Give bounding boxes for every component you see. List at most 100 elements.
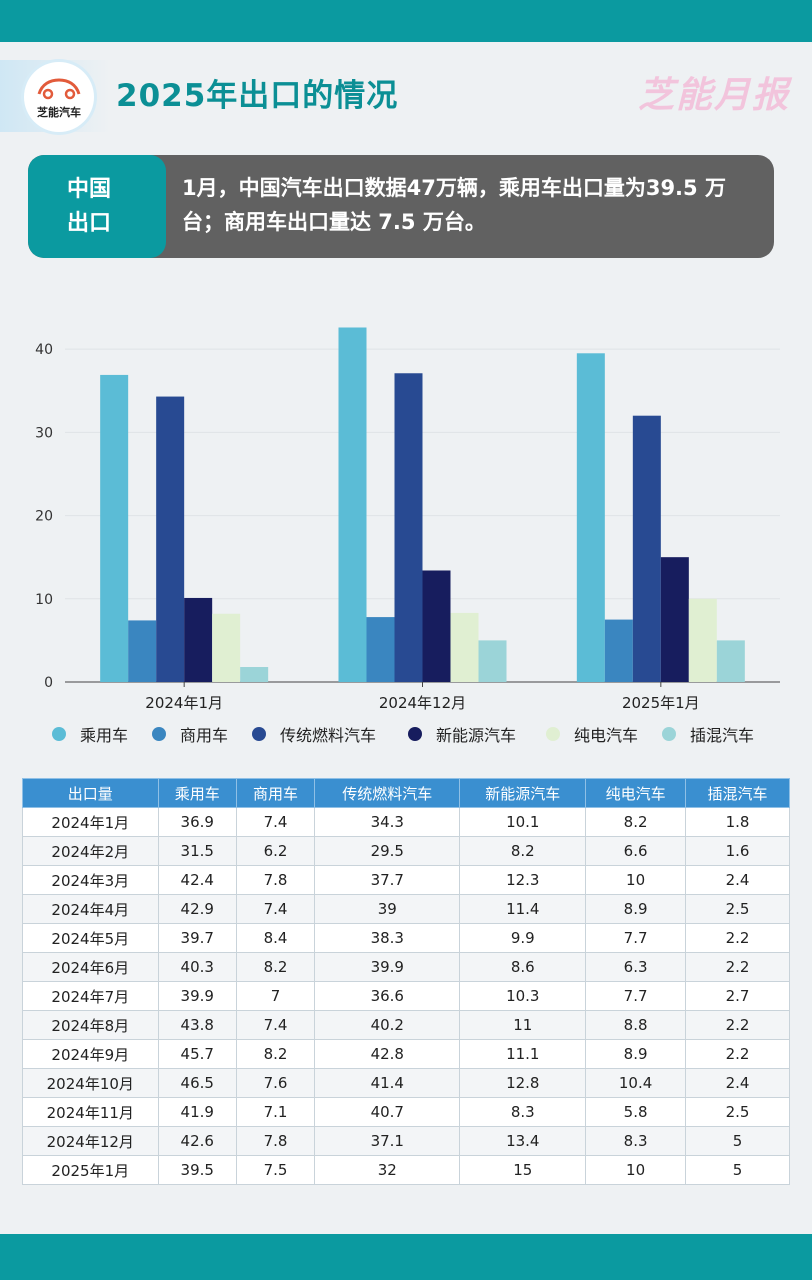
table-cell: 2025年1月 xyxy=(22,1155,159,1185)
table-cell: 8.2 xyxy=(235,1039,316,1069)
table-cell: 5 xyxy=(685,1155,790,1185)
table-cell: 32 xyxy=(314,1155,461,1185)
x-tick-label: 2024年1月 xyxy=(145,694,223,712)
table-cell: 2024年11月 xyxy=(22,1097,159,1127)
table-cell: 7.8 xyxy=(235,1126,316,1156)
table-cell: 7.6 xyxy=(235,1068,316,1098)
table-cell: 39.9 xyxy=(314,952,461,982)
table-cell: 2.4 xyxy=(685,865,790,895)
y-tick-label: 40 xyxy=(35,342,53,358)
table-cell: 34.3 xyxy=(314,807,461,837)
summary-text: 1月，中国汽车出口数据47万辆，乘用车出口量为39.5 万台；商用车出口量达 7… xyxy=(182,176,726,234)
table-cell: 1.6 xyxy=(685,836,790,866)
table-cell: 42.8 xyxy=(314,1039,461,1069)
table-cell: 7 xyxy=(235,981,316,1011)
table-cell: 10 xyxy=(585,1155,687,1185)
table-cell: 7.4 xyxy=(235,1010,316,1040)
table-cell: 2024年10月 xyxy=(22,1068,159,1098)
table-cell: 36.6 xyxy=(314,981,461,1011)
legend-item: 插混汽车 xyxy=(662,722,754,746)
table-cell: 45.7 xyxy=(157,1039,237,1069)
table-row: 2024年5月 39.7 8.4 38.3 9.9 7.7 2.2 xyxy=(22,923,790,953)
table-cell: 2.2 xyxy=(685,1039,790,1069)
table-cell: 12.8 xyxy=(459,1068,587,1098)
y-tick-label: 20 xyxy=(35,509,53,525)
table-cell: 2.7 xyxy=(685,981,790,1011)
legend-swatch xyxy=(546,727,560,741)
table-cell: 2024年12月 xyxy=(22,1126,159,1156)
table-cell: 2024年6月 xyxy=(22,952,159,982)
bar-4-0 xyxy=(212,613,241,682)
table-cell: 2.5 xyxy=(685,1097,790,1127)
table-cell: 2024年3月 xyxy=(22,865,159,895)
table-cell: 6.3 xyxy=(585,952,687,982)
legend-label: 新能源汽车 xyxy=(436,726,517,745)
table-cell: 8.2 xyxy=(585,807,687,837)
y-tick-label: 0 xyxy=(44,675,53,691)
brand-watermark: 芝能月报 xyxy=(637,75,790,116)
table-header-cell: 商用车 xyxy=(235,778,316,808)
x-tick-label: 2025年1月 xyxy=(622,694,700,712)
bar-0-0 xyxy=(100,374,129,682)
table-cell: 11.1 xyxy=(459,1039,587,1069)
table-cell: 9.9 xyxy=(459,923,587,953)
table-cell: 40.7 xyxy=(314,1097,461,1127)
table-cell: 36.9 xyxy=(157,807,237,837)
table-cell: 2024年4月 xyxy=(22,894,159,924)
bottom-banner xyxy=(0,1234,812,1280)
x-tick-label: 2024年12月 xyxy=(379,694,466,712)
table-row: 2024年7月 39.9 7 36.6 10.3 7.7 2.7 xyxy=(22,981,790,1011)
table-cell: 40.3 xyxy=(157,952,237,982)
table-cell: 8.3 xyxy=(585,1126,687,1156)
bar-chart-svg: 0 10 20 30 40 2024年1月 2024年12月 2025年1月 xyxy=(35,327,780,712)
table-cell: 5 xyxy=(685,1126,790,1156)
table-header-row: 出口量 乘用车 商用车 传统燃料汽车 新能源汽车 纯电汽车 插混汽车 xyxy=(22,778,790,808)
bar-1-1 xyxy=(366,617,395,682)
legend-label: 乘用车 xyxy=(80,726,129,745)
table-header-cell: 乘用车 xyxy=(157,778,237,808)
table-cell: 42.9 xyxy=(157,894,237,924)
bar-2-2 xyxy=(632,415,661,682)
table-cell: 29.5 xyxy=(314,836,461,866)
table-cell: 37.1 xyxy=(314,1126,461,1156)
table-cell: 46.5 xyxy=(157,1068,237,1098)
table-row: 2024年10月 46.5 7.6 41.4 12.8 10.4 2.4 xyxy=(22,1068,790,1098)
bar-3-0 xyxy=(184,597,213,682)
summary-panel: 中国出口 1月，中国汽车出口数据47万辆，乘用车出口量为39.5 万台；商用车出… xyxy=(28,155,774,258)
table-cell: 2024年8月 xyxy=(22,1010,159,1040)
table-row: 2024年4月 42.9 7.4 39 11.4 8.9 2.5 xyxy=(22,894,790,924)
summary-label: 中国出口 xyxy=(28,155,166,258)
table-cell: 2.2 xyxy=(685,923,790,953)
table-cell: 39.9 xyxy=(157,981,237,1011)
table-cell: 39.7 xyxy=(157,923,237,953)
table-cell: 8.2 xyxy=(459,836,587,866)
legend-item: 商用车 xyxy=(152,722,228,746)
table-row: 2025年1月 39.5 7.5 32 15 10 5 xyxy=(22,1155,790,1185)
logo-text: 芝能汽车 xyxy=(37,106,81,119)
bar-3-2 xyxy=(660,557,689,682)
table-cell: 2024年9月 xyxy=(22,1039,159,1069)
legend-label: 纯电汽车 xyxy=(574,726,639,745)
table-cell: 7.1 xyxy=(235,1097,316,1127)
table-cell: 38.3 xyxy=(314,923,461,953)
table-cell: 8.6 xyxy=(459,952,587,982)
legend-label: 传统燃料汽车 xyxy=(280,726,377,745)
legend-label: 插混汽车 xyxy=(690,726,755,745)
table-cell: 6.6 xyxy=(585,836,687,866)
table-row: 2024年12月 42.6 7.8 37.1 13.4 8.3 5 xyxy=(22,1126,790,1156)
table-cell: 2.2 xyxy=(685,952,790,982)
table-cell: 41.4 xyxy=(314,1068,461,1098)
table-cell: 8.8 xyxy=(585,1010,687,1040)
table-cell: 7.4 xyxy=(235,894,316,924)
table-header-cell: 纯电汽车 xyxy=(585,778,687,808)
legend-item: 传统燃料汽车 xyxy=(252,722,376,746)
legend-swatch xyxy=(152,727,166,741)
table-row: 2024年2月 31.5 6.2 29.5 8.2 6.6 1.6 xyxy=(22,836,790,866)
table-cell: 10 xyxy=(585,865,687,895)
table-cell: 6.2 xyxy=(235,836,316,866)
table-cell: 13.4 xyxy=(459,1126,587,1156)
bar-3-1 xyxy=(422,570,451,682)
table-cell: 7.8 xyxy=(235,865,316,895)
table-row: 2024年6月 40.3 8.2 39.9 8.6 6.3 2.2 xyxy=(22,952,790,982)
table-cell: 2.5 xyxy=(685,894,790,924)
